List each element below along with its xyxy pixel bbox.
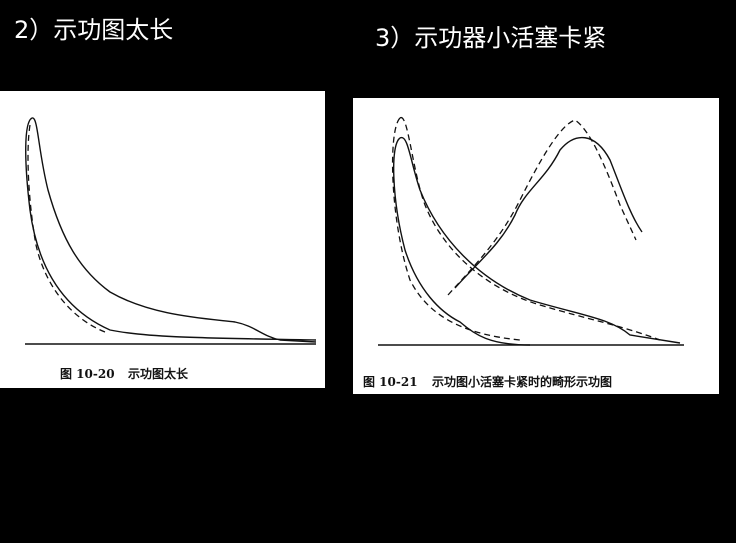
left-figure: 图 10-20 示功图太长 (0, 91, 325, 388)
caption-number: 图 10-21 (363, 375, 418, 389)
figure-panel (353, 98, 719, 394)
compression-curve (393, 137, 531, 346)
dashed-piston-curve (447, 119, 637, 296)
inner-curve (25, 117, 317, 341)
caption-text: 示功图太长 (127, 366, 189, 381)
caption-text: 示功图小活塞卡紧时的畸形示功图 (431, 374, 612, 389)
right-figure: 图 10-21 示功图小活塞卡紧时的畸形示功图 (353, 98, 719, 394)
caption-number: 图 10-20 (60, 367, 115, 381)
expansion-curve (399, 137, 681, 344)
piston-curve (454, 136, 643, 289)
dashed-compression (391, 117, 521, 341)
reference-curve (27, 124, 106, 333)
right-heading: 3）示功器小活塞卡紧 (375, 24, 606, 52)
left-heading: 2）示功图太长 (14, 16, 173, 44)
outer-curve (31, 117, 317, 343)
